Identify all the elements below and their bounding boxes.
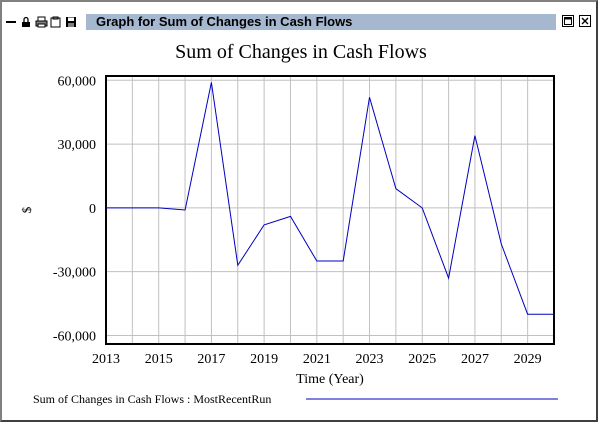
x-tick-label: 2015 <box>145 352 173 367</box>
y-tick-labels: 60,000 30,000 0 -30,000 -60,000 <box>53 74 96 344</box>
x-tick-label: 2017 <box>197 352 225 367</box>
chart-grid <box>106 76 554 344</box>
chart-svg: Sum of Changes in Cash Flows 60,000 30,00… <box>19 41 558 406</box>
lock-icon[interactable] <box>19 15 33 29</box>
y-tick-label: 60,000 <box>58 74 97 89</box>
maximize-icon <box>564 17 572 25</box>
x-tick-label: 2023 <box>356 352 384 367</box>
legend-label: Sum of Changes in Cash Flows : MostRecen… <box>33 392 271 406</box>
x-tick-label: 2013 <box>92 352 120 367</box>
toolbar-icons <box>4 14 78 30</box>
x-tick-label: 2021 <box>303 352 331 367</box>
x-tick-labels: 2013 2015 2017 2019 2021 2023 2025 2027 2029 <box>92 352 542 367</box>
maximize-button[interactable] <box>562 15 574 27</box>
y-tick-label: 30,000 <box>58 138 97 153</box>
series-group <box>106 82 554 315</box>
x-tick-label: 2025 <box>408 352 436 367</box>
window-title: Graph for Sum of Changes in Cash Flows <box>96 14 353 29</box>
title-band: Graph for Sum of Changes in Cash Flows <box>86 14 556 30</box>
copy-icon[interactable] <box>49 15 63 29</box>
title-bar: Graph for Sum of Changes in Cash Flows <box>4 14 594 30</box>
x-axis-label: Time (Year) <box>296 372 364 387</box>
chart-title: Sum of Changes in Cash Flows <box>175 41 427 63</box>
save-icon[interactable] <box>64 15 78 29</box>
y-axis-label: $ <box>19 206 34 213</box>
x-tick-label: 2027 <box>461 352 489 367</box>
close-button[interactable] <box>579 15 591 27</box>
print-icon[interactable] <box>34 15 48 29</box>
y-tick-label: -60,000 <box>53 329 96 344</box>
plot-frame <box>105 75 555 345</box>
y-tick-label: -30,000 <box>53 266 96 281</box>
x-tick-label: 2029 <box>514 352 542 367</box>
x-tick-label: 2019 <box>250 352 278 367</box>
minimize-icon[interactable] <box>4 15 18 29</box>
close-icon <box>581 17 589 25</box>
y-tick-label: 0 <box>89 202 96 217</box>
series-line <box>106 82 554 315</box>
